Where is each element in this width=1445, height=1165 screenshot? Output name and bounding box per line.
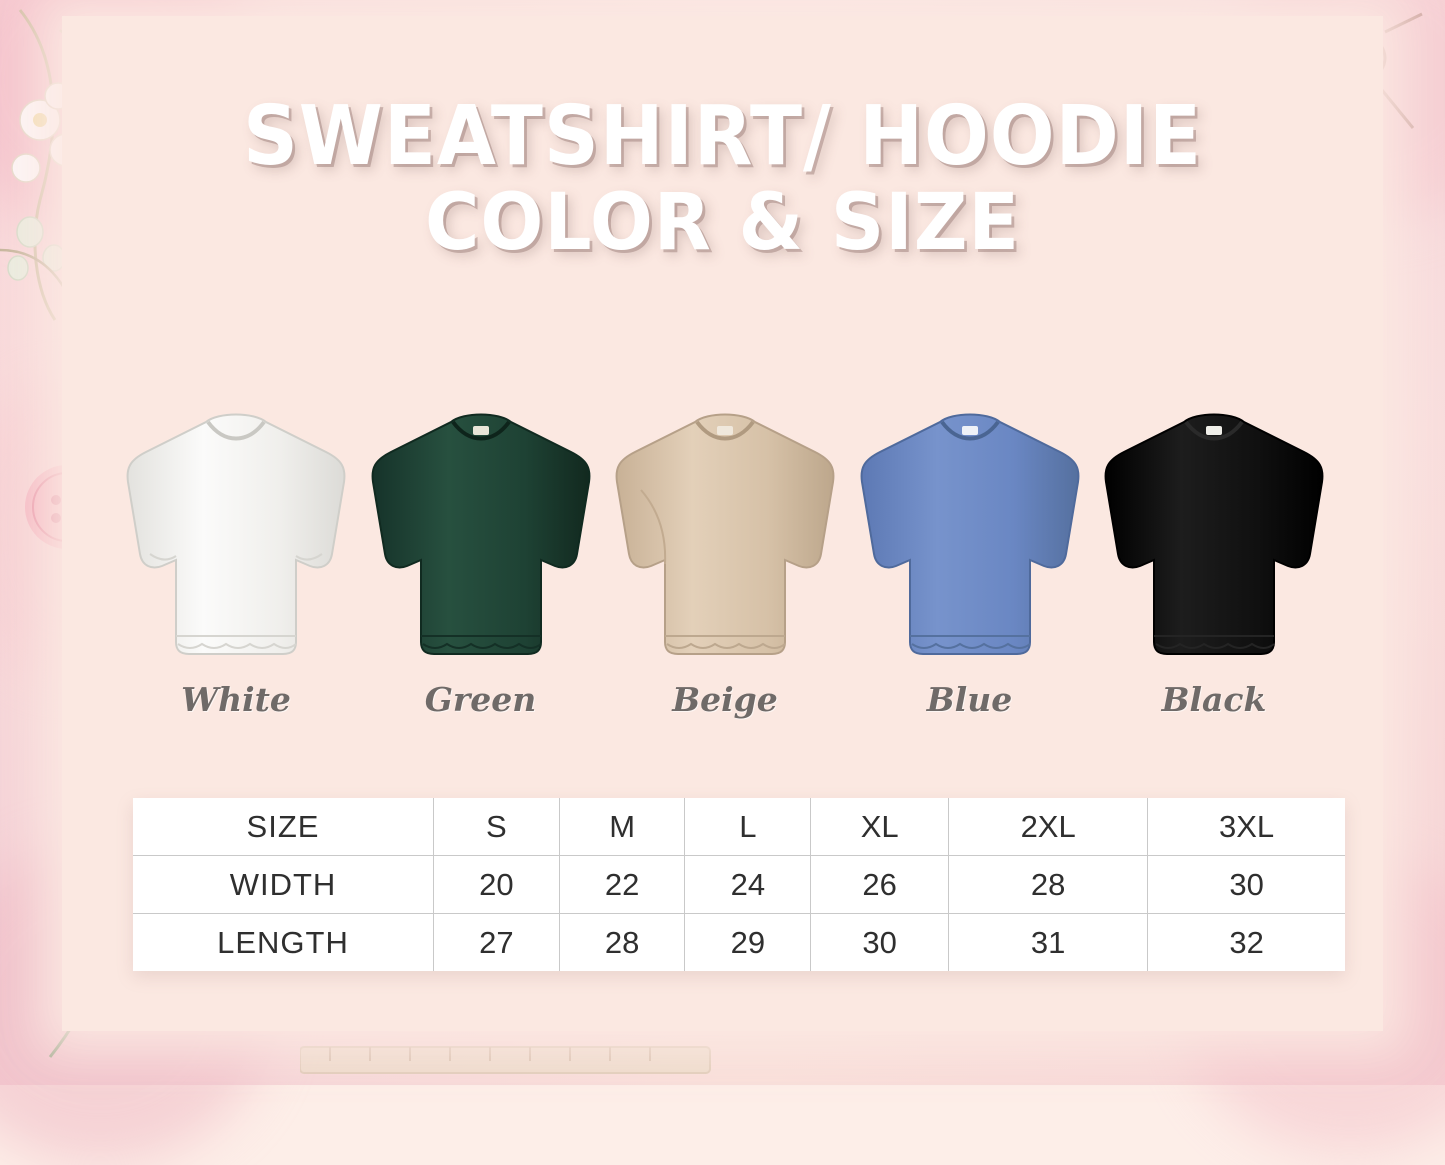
cell-width-3xl: 30 [1147,855,1345,914]
table-row-length: LENGTH 27 28 29 30 31 32 [133,913,1345,971]
cell-size-m: M [558,798,686,856]
product-label-blue: Blue [926,680,1013,719]
ruler-icon [300,1046,711,1074]
cell-size-3xl: 3XL [1147,798,1345,856]
table-row-width: WIDTH 20 22 24 26 28 30 [133,855,1345,914]
cell-length-s: 27 [433,913,560,971]
product-item-blue[interactable]: Blue [854,404,1086,719]
size-table: SIZE S M L XL 2XL 3XL WIDTH 20 22 24 26 … [133,798,1345,971]
row-header-width: WIDTH [133,855,434,914]
product-label-white: White [181,680,291,719]
sweatshirt-icon [609,404,841,666]
product-item-black[interactable]: Black [1098,404,1330,719]
cell-size-2xl: 2XL [948,798,1149,856]
product-label-black: Black [1161,680,1267,719]
cell-length-l: 29 [684,913,812,971]
product-item-beige[interactable]: Beige [609,404,841,719]
cell-length-2xl: 31 [948,913,1149,971]
row-header-length: LENGTH [133,913,434,971]
product-item-white[interactable]: White [120,404,352,719]
cell-length-3xl: 32 [1147,913,1345,971]
cell-width-2xl: 28 [948,855,1149,914]
row-header-size: SIZE [133,798,434,856]
sweatshirt-icon [365,404,597,666]
sweatshirt-icon [120,404,352,666]
cell-width-xl: 26 [810,855,950,914]
cell-length-xl: 30 [810,913,950,971]
cell-size-xl: XL [810,798,950,856]
cell-width-s: 20 [433,855,560,914]
cell-size-s: S [433,798,560,856]
product-color-row: White Green [120,404,1330,754]
product-item-green[interactable]: Green [365,404,597,719]
sweatshirt-icon [1098,404,1330,666]
cell-length-m: 28 [558,913,686,971]
cell-width-l: 24 [684,855,812,914]
table-row-size: SIZE S M L XL 2XL 3XL [133,798,1345,856]
product-label-beige: Beige [672,680,778,719]
cell-size-l: L [684,798,812,856]
product-label-green: Green [424,680,537,719]
sweatshirt-icon [854,404,1086,666]
cell-width-m: 22 [558,855,686,914]
